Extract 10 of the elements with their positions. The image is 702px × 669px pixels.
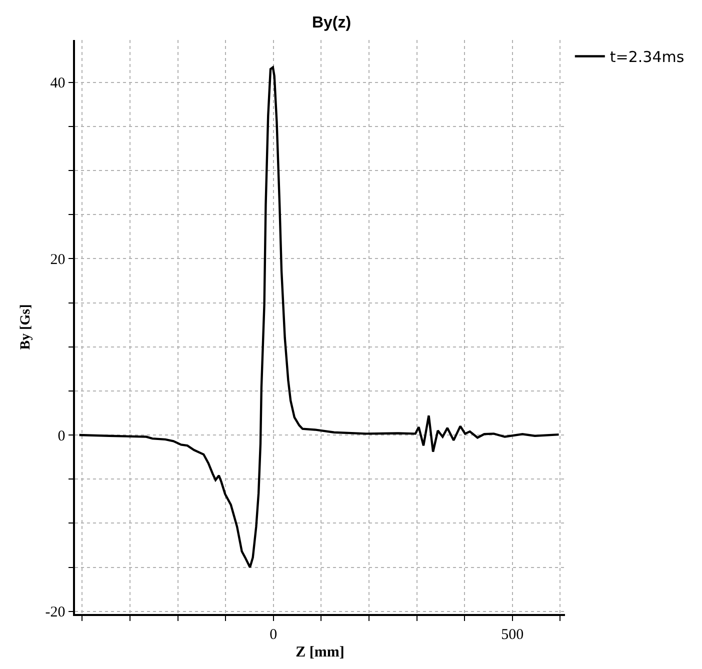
line-series bbox=[78, 66, 560, 568]
y-tick-label: -20 bbox=[45, 604, 66, 621]
y-tick-label: 0 bbox=[58, 428, 66, 444]
y-tick-label: 40 bbox=[50, 76, 66, 92]
x-tick-label: 500 bbox=[501, 626, 524, 643]
chart-title: By(z) bbox=[312, 14, 352, 32]
y-axis-title: By [Gs] bbox=[18, 304, 34, 350]
legend-label: t=2.34ms bbox=[610, 48, 684, 66]
x-axis-title: Z [mm] bbox=[296, 644, 344, 660]
y-tick-label: 20 bbox=[50, 252, 66, 268]
